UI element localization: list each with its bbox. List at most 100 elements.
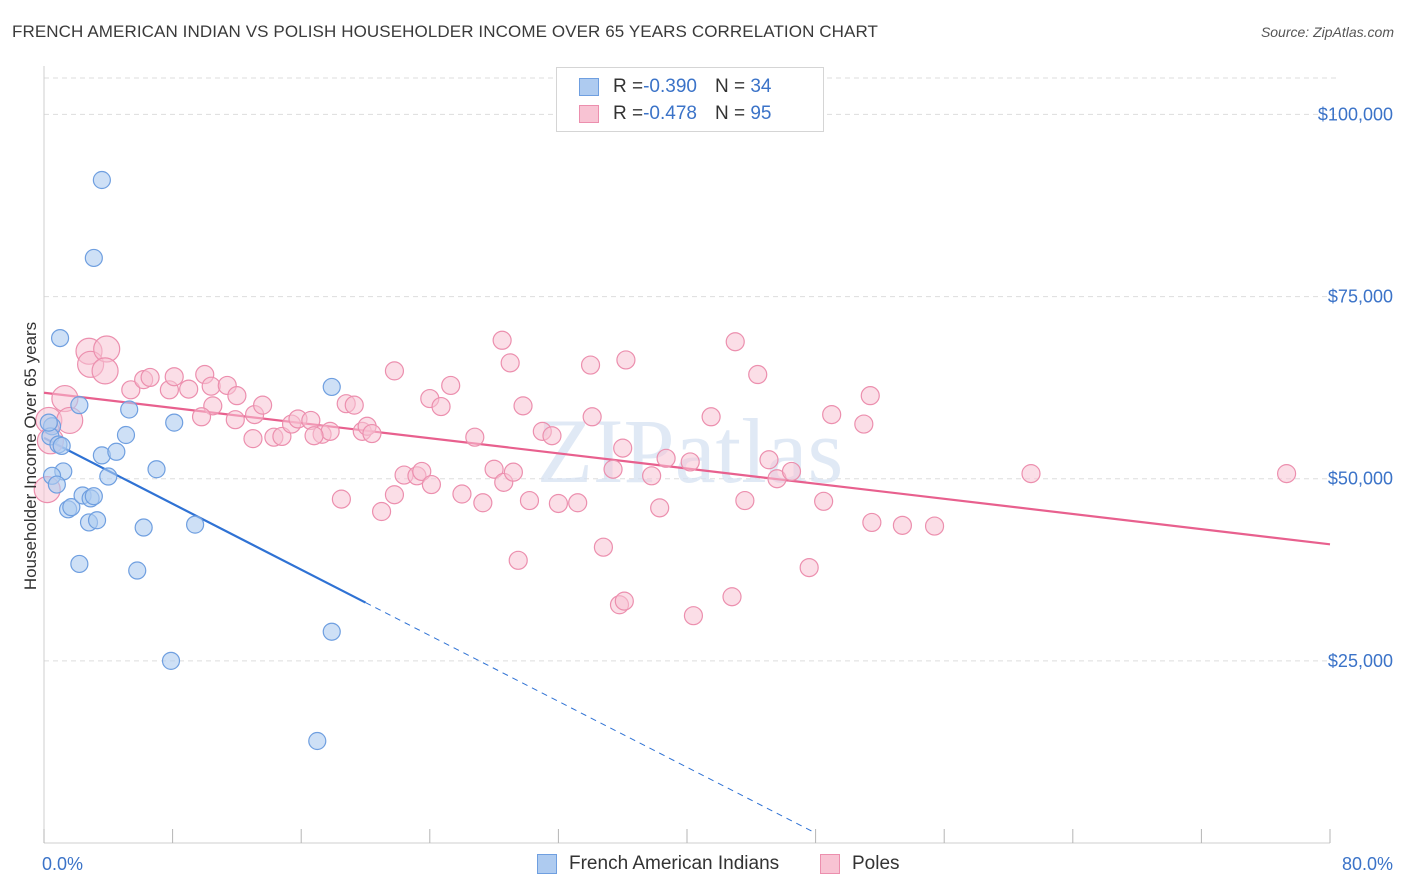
data-point-poles (452, 484, 472, 504)
data-point-poles (91, 357, 119, 385)
legend-n-label: N = (714, 103, 751, 124)
data-point-poles (725, 332, 745, 352)
data-point-poles (253, 395, 273, 415)
data-point-poles (814, 491, 834, 511)
legend-n-value: 95 (750, 103, 772, 124)
legend-n-value: 34 (750, 76, 772, 97)
data-point-poles (508, 550, 528, 570)
data-point-poles (542, 426, 562, 446)
data-point-french-american-indians (147, 460, 166, 479)
data-point-french-american-indians (62, 498, 81, 517)
data-point-french-american-indians (186, 515, 205, 534)
axes (43, 66, 1331, 844)
trend-line-extension-french-american-indians (365, 602, 816, 834)
data-point-poles (320, 421, 340, 441)
data-point-poles (593, 537, 614, 557)
data-point-poles (860, 386, 880, 406)
data-point-poles (331, 489, 351, 509)
data-point-french-american-indians (165, 413, 184, 432)
legend-swatch-pink (579, 105, 599, 123)
data-point-poles (140, 367, 160, 388)
data-point-french-american-indians (128, 561, 147, 580)
data-point-poles (735, 490, 755, 511)
y-tick-label: $25,000 (1328, 651, 1393, 671)
bottom-legend-french-american-indians: French American Indians (537, 851, 779, 877)
data-point-poles (1021, 464, 1041, 484)
legend-swatch-blue (579, 78, 599, 96)
data-point-french-american-indians (84, 487, 103, 506)
data-point-poles (371, 501, 392, 522)
data-point-poles (613, 438, 633, 458)
data-point-french-american-indians (322, 377, 341, 397)
source-label: Source: ZipAtlas.com (1260, 24, 1394, 40)
data-point-poles (854, 414, 874, 434)
data-point-poles (781, 461, 802, 482)
data-point-poles (892, 515, 913, 535)
data-point-poles (227, 386, 247, 406)
data-point-french-american-indians (50, 329, 70, 348)
data-point-poles (484, 459, 504, 479)
data-point-french-american-indians (87, 511, 107, 530)
data-point-french-american-indians (47, 475, 66, 494)
data-point-poles (1276, 464, 1297, 484)
y-axis-label: Householder Income Over 65 years (21, 322, 40, 590)
data-point-poles (243, 429, 263, 449)
data-point-french-american-indians (99, 467, 118, 486)
data-points (33, 170, 1297, 751)
data-point-poles (582, 407, 602, 427)
data-point-poles (680, 452, 700, 472)
data-point-poles (614, 591, 634, 611)
data-point-poles (748, 364, 768, 385)
data-point-poles (759, 450, 779, 470)
correlation-legend: R = -0.390 N = 34 R = -0.478 N = 95 (556, 67, 824, 132)
data-point-poles (441, 375, 461, 396)
data-point-french-american-indians (92, 170, 111, 190)
data-point-poles (580, 355, 601, 375)
data-point-poles (362, 423, 382, 444)
y-tick-labels: $25,000 $50,000 $75,000 $100,000 (1318, 104, 1393, 670)
data-point-poles (121, 380, 141, 400)
data-point-poles (384, 361, 405, 381)
data-point-french-american-indians (322, 622, 341, 641)
data-point-french-american-indians (161, 651, 181, 670)
data-point-poles (683, 606, 704, 626)
data-point-french-american-indians (84, 248, 103, 268)
data-point-poles (179, 379, 199, 399)
data-point-poles (191, 407, 212, 427)
bottom-legend-swatch-blue (537, 854, 557, 874)
data-point-poles (431, 396, 451, 417)
data-point-poles (513, 396, 533, 416)
data-point-poles (722, 587, 742, 607)
data-point-poles (201, 376, 221, 396)
data-point-poles (519, 490, 540, 511)
data-point-poles (701, 407, 721, 427)
data-point-french-american-indians (52, 436, 71, 456)
data-point-french-american-indians (39, 413, 58, 432)
legend-r-label: R = (613, 103, 644, 124)
data-point-french-american-indians (70, 554, 89, 574)
data-point-poles (503, 462, 523, 482)
y-tick-label: $100,000 (1318, 104, 1393, 124)
data-point-poles (421, 474, 442, 495)
data-point-poles (568, 493, 588, 513)
y-tick-label: $75,000 (1328, 287, 1393, 307)
grid-lines (44, 77, 1338, 662)
data-point-poles (225, 410, 245, 430)
data-point-poles (799, 557, 819, 578)
data-point-poles (862, 512, 882, 533)
data-point-french-american-indians (70, 396, 89, 415)
data-point-french-american-indians (134, 518, 153, 537)
data-point-poles (642, 466, 662, 486)
legend-r-label: R = (613, 76, 644, 97)
data-point-poles (164, 367, 184, 387)
data-point-poles (924, 516, 945, 536)
data-point-poles (603, 459, 623, 479)
bottom-legend-label: Poles (852, 853, 900, 874)
data-point-poles (616, 350, 636, 370)
data-point-poles (384, 485, 405, 505)
legend-row-poles: R = -0.478 N = 95 (579, 102, 772, 126)
legend-r-value: -0.390 (643, 76, 697, 97)
legend-r-value: -0.478 (643, 103, 697, 124)
chart-title: FRENCH AMERICAN INDIAN VS POLISH HOUSEHO… (12, 22, 879, 41)
bottom-legend-poles: Poles (820, 851, 900, 877)
